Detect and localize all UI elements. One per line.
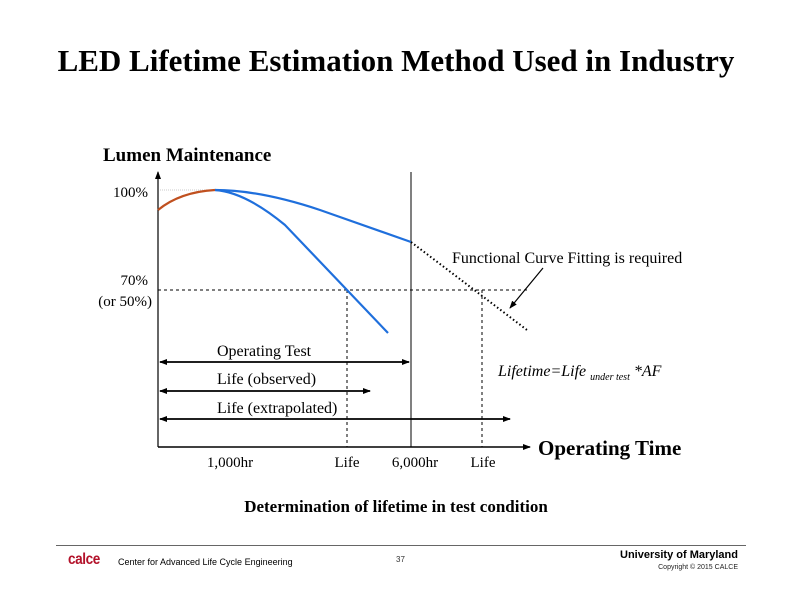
- lower-decay-curve: [214, 188, 389, 334]
- y-tick-100: 100%: [113, 185, 148, 201]
- x-tick-life-extrapolated: Life: [471, 455, 496, 471]
- footer-divider: [56, 545, 746, 546]
- extrapolation-curve: [410, 241, 528, 331]
- page-number: 37: [396, 555, 405, 564]
- y-tick-70: 70%: [121, 273, 149, 289]
- copyright-notice: Copyright © 2015 CALCE: [658, 564, 738, 571]
- span-label-life-extrapolated: Life (extrapolated): [217, 400, 337, 417]
- curve-fitting-annotation: Functional Curve Fitting is required: [452, 250, 682, 267]
- slide-title: LED Lifetime Estimation Method Used in I…: [57, 43, 735, 78]
- figure-caption: Determination of lifetime in test condit…: [244, 497, 548, 516]
- x-tick-6000hr: 6,000hr: [392, 455, 438, 471]
- university-name: University of Maryland: [620, 549, 738, 561]
- initial-rise-curve: [157, 188, 216, 211]
- x-tick-1000hr: 1,000hr: [207, 455, 253, 471]
- y-axis-label: Lumen Maintenance: [103, 145, 271, 166]
- upper-decay-curve: [214, 188, 412, 244]
- center-name: Center for Advanced Life Cycle Engineeri…: [118, 557, 293, 567]
- x-tick-life-observed: Life: [335, 455, 360, 471]
- formula-main: Lifetime=Life: [497, 363, 586, 380]
- y-tick-50: (or 50%): [98, 294, 152, 310]
- span-label-life-observed: Life (observed): [217, 371, 316, 388]
- x-axis-label: Operating Time: [538, 436, 681, 460]
- formula-suffix: *AF: [634, 363, 662, 380]
- formula-subscript: under test: [590, 372, 630, 383]
- span-label-operating-test: Operating Test: [217, 343, 312, 360]
- calce-logo: calce: [68, 551, 100, 568]
- lifetime-formula: Lifetime=Life under test *AF: [497, 363, 662, 384]
- annotation-arrow: [509, 267, 544, 309]
